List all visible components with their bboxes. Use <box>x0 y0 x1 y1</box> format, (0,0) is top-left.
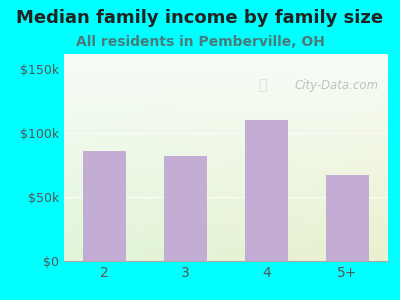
Bar <box>326 176 368 261</box>
Text: ⓘ: ⓘ <box>258 78 267 92</box>
Text: Median family income by family size: Median family income by family size <box>16 9 384 27</box>
Text: City-Data.com: City-Data.com <box>294 79 378 92</box>
Bar <box>246 120 288 261</box>
Bar <box>84 151 126 261</box>
Bar <box>164 156 206 261</box>
Text: All residents in Pemberville, OH: All residents in Pemberville, OH <box>76 34 324 49</box>
